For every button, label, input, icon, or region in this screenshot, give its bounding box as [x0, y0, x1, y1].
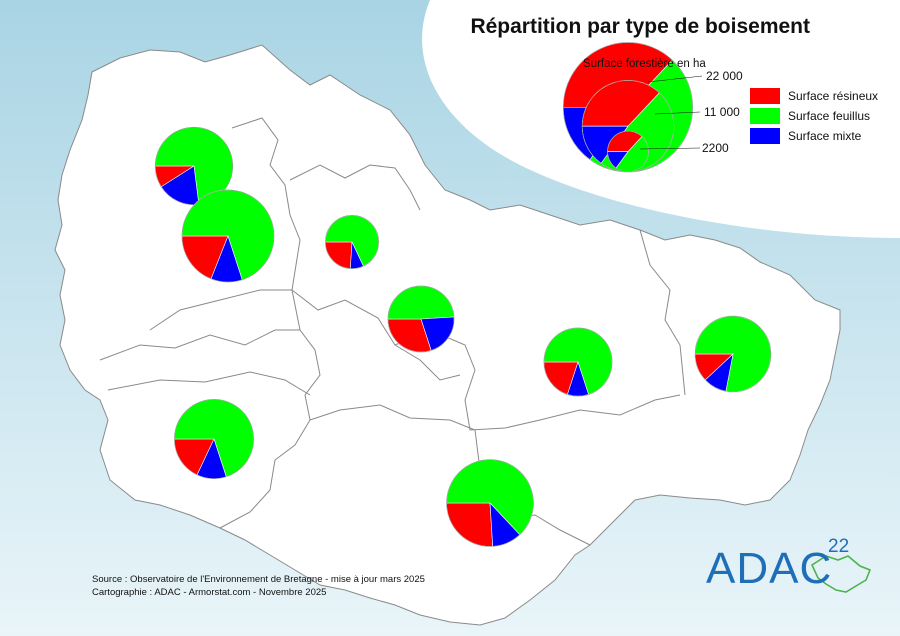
- pie-3: [325, 215, 379, 269]
- pie-6-outline: [694, 315, 772, 393]
- pie-2-outline: [181, 189, 275, 283]
- legend-size-label-medium: 11 000: [704, 105, 740, 119]
- legend-leader-11000: [654, 111, 701, 115]
- legend-leader-22000: [647, 75, 703, 83]
- legend-item-feuillus: Surface feuillus: [750, 108, 870, 124]
- pie-2: [181, 189, 275, 283]
- legend-item-mixte: Surface mixte: [750, 128, 861, 144]
- pie-4: [387, 285, 455, 353]
- legend-size-label-small: 2200: [702, 141, 729, 155]
- adac-logo-superscript: 22: [828, 536, 850, 557]
- pie-layer: [154, 126, 772, 547]
- legend-size-label-large: 22 000: [706, 69, 743, 83]
- legend-size-pies: [562, 42, 694, 173]
- legend-label-mixte: Surface mixte: [788, 129, 862, 143]
- cartography-line: Cartographie : ADAC - Armorstat.com - No…: [92, 587, 327, 598]
- map-title: Répartition par type de boisement: [470, 15, 810, 38]
- pie-3-outline: [325, 215, 379, 269]
- legend-label-resineux: Surface résineux: [788, 89, 879, 103]
- legend-item-resineux: Surface résineux: [750, 88, 878, 104]
- legend-pie-2-outline: [607, 130, 649, 173]
- legend-label-feuillus: Surface feuillus: [788, 109, 871, 123]
- legend-pie-2: [607, 130, 649, 173]
- source-line: Source : Observatoire de l'Environnement…: [92, 574, 425, 585]
- pie-8-outline: [446, 459, 534, 547]
- adac-logo-text: ADAC: [706, 544, 833, 593]
- pie-5: [543, 327, 613, 397]
- legend-size-caption: Surface forestière en ha: [583, 58, 706, 70]
- pie-7: [174, 399, 254, 479]
- pie-5-outline: [543, 327, 613, 397]
- legend-leader-2200: [639, 147, 701, 150]
- pie-1: [154, 126, 234, 206]
- pie-4-outline: [387, 285, 455, 353]
- pie-6: [694, 315, 772, 393]
- logo-department-icon: [810, 555, 872, 593]
- source-credits: Source : Observatoire de l'Environnement…: [92, 573, 425, 599]
- pie-8: [446, 459, 534, 547]
- legend-swatch-resineux: [750, 88, 780, 104]
- pie-7-outline: [174, 399, 254, 479]
- legend-swatch-mixte: [750, 128, 780, 144]
- legend-swatch-feuillus: [750, 108, 780, 124]
